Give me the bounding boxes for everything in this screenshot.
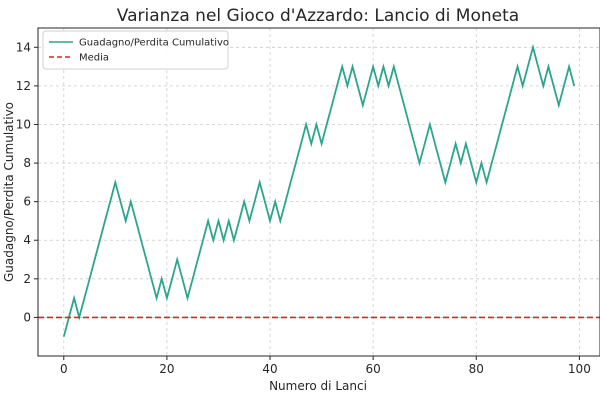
y-tick-label: 12: [16, 79, 31, 93]
series-layer: [38, 43, 600, 337]
y-tick-label: 4: [23, 233, 31, 247]
y-tick-label: 6: [23, 195, 31, 209]
y-tick-label: 0: [23, 310, 31, 324]
legend-label: Guadagno/Perdita Cumulativo: [79, 38, 229, 49]
x-tick-label: 0: [60, 362, 68, 376]
y-tick-label: 10: [16, 117, 31, 131]
legend-box: [42, 30, 229, 70]
x-tick-label: 100: [568, 362, 591, 376]
x-tick-label: 80: [469, 362, 484, 376]
chart-title: Varianza nel Gioco d'Azzardo: Lancio di …: [117, 6, 519, 26]
y-tick-label: 8: [23, 156, 31, 170]
x-tick-label: 20: [159, 362, 174, 376]
grid: [38, 28, 600, 356]
x-tick-label: 40: [262, 362, 277, 376]
y-axis-label: Guadagno/Perdita Cumulativo: [2, 102, 16, 282]
plot-frame: [37, 27, 600, 357]
legend-label: Media: [79, 53, 109, 64]
cumulative-line: [62, 43, 576, 337]
legend: Guadagno/Perdita Cumulativo Media: [42, 30, 229, 70]
ticks: 0 20 40 60 80 100 0 2 4 6 8 10 12 14: [16, 40, 591, 376]
x-axis-label: Numero di Lanci: [269, 379, 367, 393]
x-tick-label: 60: [365, 362, 380, 376]
y-tick-label: 2: [23, 272, 31, 286]
y-tick-label: 14: [16, 40, 31, 54]
